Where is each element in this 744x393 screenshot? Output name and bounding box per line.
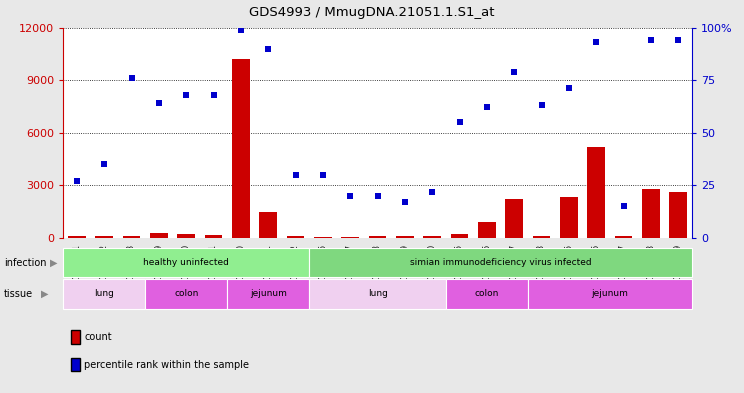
- Bar: [528, 279, 692, 309]
- Bar: [670, 192, 687, 238]
- Point: [645, 37, 657, 43]
- Bar: [177, 234, 195, 238]
- Bar: [123, 236, 141, 238]
- Point: [426, 188, 438, 195]
- Point: [673, 37, 684, 43]
- Text: jejunum: jejunum: [250, 289, 286, 298]
- Point: [563, 85, 575, 92]
- Bar: [396, 236, 414, 238]
- Bar: [205, 235, 222, 238]
- Bar: [533, 236, 551, 238]
- Bar: [68, 236, 86, 238]
- Point: [208, 92, 219, 98]
- Text: infection: infection: [4, 257, 46, 268]
- Bar: [451, 234, 469, 238]
- Point: [98, 161, 110, 167]
- Bar: [505, 199, 523, 238]
- Bar: [310, 248, 692, 277]
- Bar: [341, 237, 359, 238]
- Bar: [63, 279, 145, 309]
- Text: jejunum: jejunum: [591, 289, 629, 298]
- Bar: [314, 237, 332, 238]
- Point: [289, 171, 301, 178]
- Point: [235, 26, 247, 33]
- Text: ▶: ▶: [41, 289, 48, 299]
- Text: ▶: ▶: [50, 257, 57, 268]
- Bar: [260, 212, 277, 238]
- Point: [71, 178, 83, 184]
- Point: [317, 171, 329, 178]
- Text: percentile rank within the sample: percentile rank within the sample: [84, 360, 249, 370]
- Text: colon: colon: [174, 289, 199, 298]
- Text: GDS4993 / MmugDNA.21051.1.S1_at: GDS4993 / MmugDNA.21051.1.S1_at: [249, 6, 495, 19]
- Point: [454, 119, 466, 125]
- Bar: [232, 59, 250, 238]
- Bar: [642, 189, 660, 238]
- Point: [263, 45, 275, 51]
- Point: [372, 193, 384, 199]
- Point: [618, 203, 629, 209]
- Point: [180, 92, 192, 98]
- Bar: [587, 147, 605, 238]
- Text: count: count: [84, 332, 112, 342]
- Point: [508, 68, 520, 75]
- Bar: [286, 236, 304, 238]
- Text: healthy uninfected: healthy uninfected: [144, 258, 229, 267]
- Bar: [145, 279, 227, 309]
- Text: lung: lung: [94, 289, 114, 298]
- Text: simian immunodeficiency virus infected: simian immunodeficiency virus infected: [410, 258, 591, 267]
- Point: [481, 104, 493, 110]
- Text: lung: lung: [368, 289, 388, 298]
- Bar: [369, 236, 386, 238]
- Bar: [150, 233, 168, 238]
- Bar: [423, 236, 441, 238]
- Bar: [63, 248, 310, 277]
- Bar: [560, 197, 578, 238]
- Bar: [227, 279, 310, 309]
- Point: [590, 39, 602, 45]
- Bar: [446, 279, 528, 309]
- Point: [344, 193, 356, 199]
- Point: [126, 75, 138, 81]
- Point: [153, 100, 165, 107]
- Bar: [310, 279, 446, 309]
- Bar: [615, 236, 632, 238]
- Text: colon: colon: [475, 289, 499, 298]
- Point: [536, 102, 548, 108]
- Bar: [478, 222, 496, 238]
- Text: tissue: tissue: [4, 289, 33, 299]
- Point: [399, 199, 411, 205]
- Bar: [95, 236, 113, 238]
